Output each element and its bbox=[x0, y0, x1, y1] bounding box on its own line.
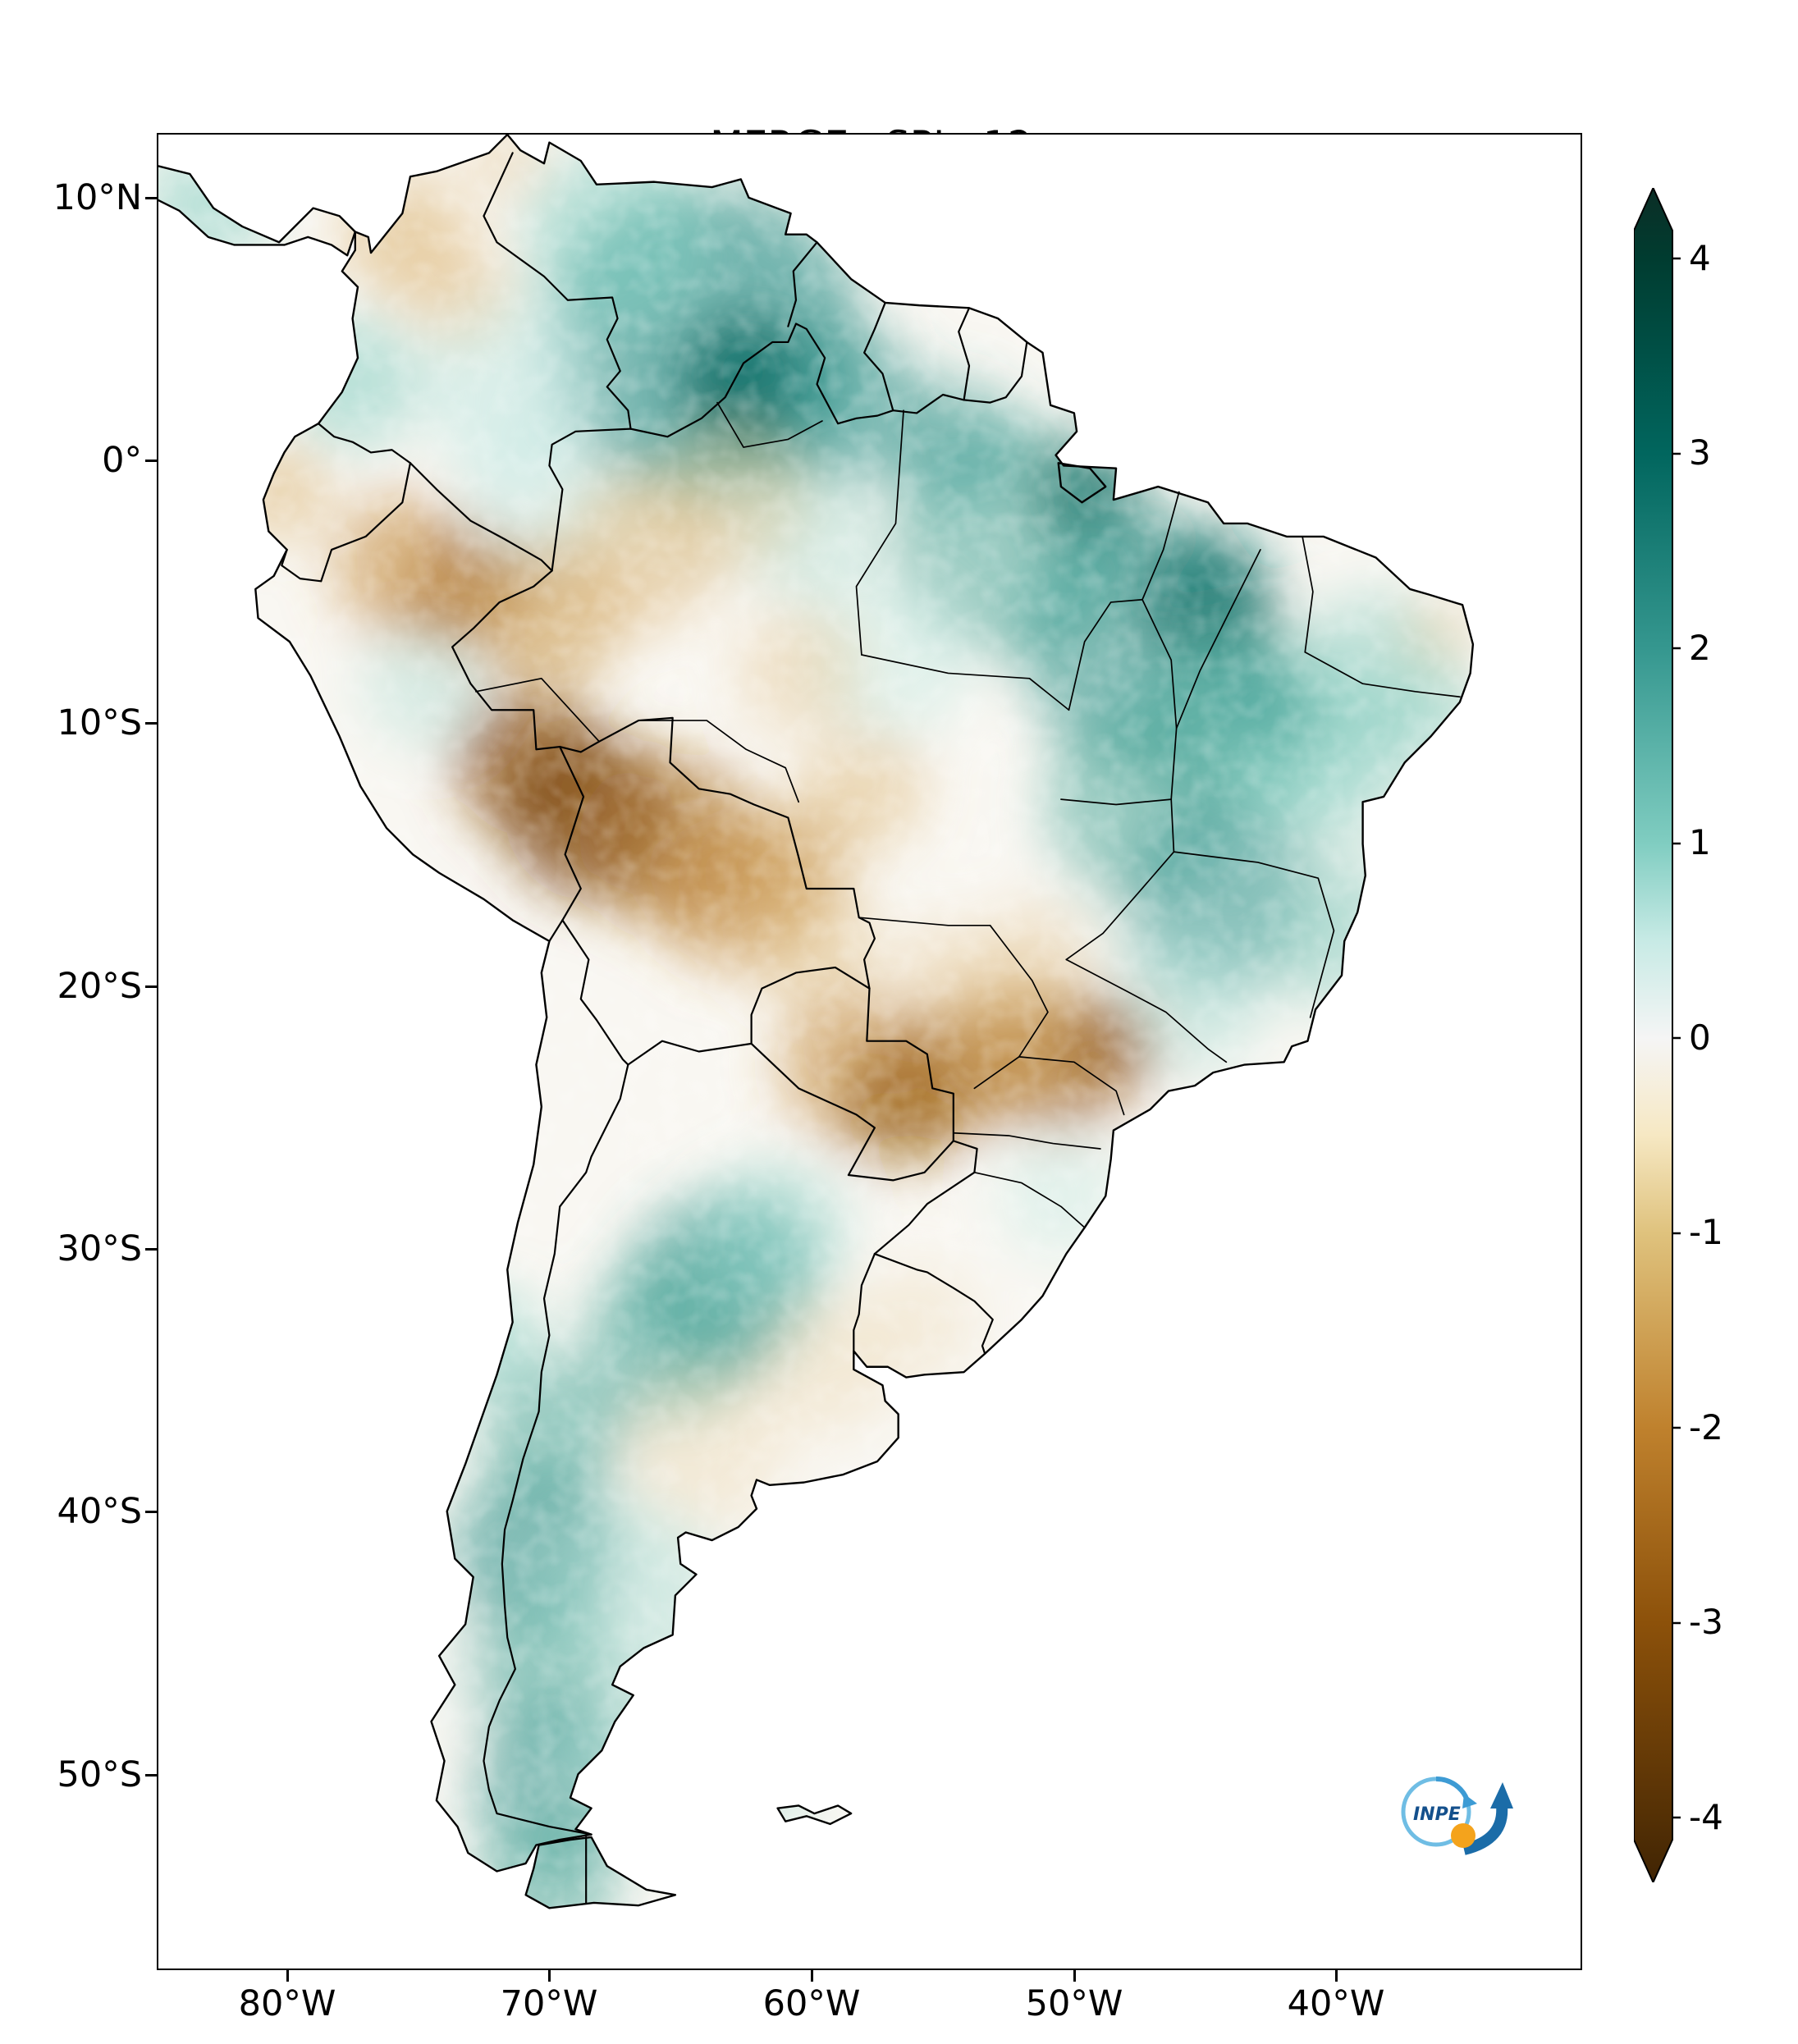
colorbar-tick-label: 0 bbox=[1689, 1017, 1711, 1058]
y-axis-tick-label: 30°S bbox=[57, 1228, 142, 1269]
colorbar-gradient bbox=[1634, 188, 1673, 1882]
south-america-map bbox=[158, 135, 1581, 1969]
inpe-logo-text: INPE bbox=[1413, 1804, 1461, 1825]
y-axis-tick bbox=[145, 722, 157, 725]
inpe-logo-arc bbox=[1435, 1776, 1470, 1802]
y-axis-tick bbox=[145, 985, 157, 988]
spi-raster bbox=[158, 135, 1473, 1909]
colorbar-tick-label: -3 bbox=[1689, 1602, 1723, 1642]
y-axis-tick-label: 40°S bbox=[57, 1491, 142, 1532]
y-axis-tick bbox=[145, 1248, 157, 1251]
y-axis-tick-label: 0° bbox=[102, 440, 142, 481]
y-axis-tick-label: 50°S bbox=[57, 1754, 142, 1795]
x-axis-tick bbox=[1073, 1970, 1076, 1982]
inpe-logo-arc-arrowhead bbox=[1462, 1794, 1477, 1809]
colorbar-tick-label: 2 bbox=[1689, 628, 1711, 668]
colorbar bbox=[1634, 188, 1681, 1882]
colorbar-tick-label: 1 bbox=[1689, 822, 1711, 862]
map-plot-area bbox=[157, 133, 1582, 1970]
x-axis-tick-label: 50°W bbox=[1025, 1983, 1123, 2024]
y-axis-tick bbox=[145, 460, 157, 462]
y-axis-tick bbox=[145, 1511, 157, 1513]
y-axis-tick bbox=[145, 197, 157, 199]
country-borders bbox=[281, 153, 1027, 1903]
x-axis-tick-label: 70°W bbox=[500, 1983, 598, 2024]
coastlines bbox=[158, 135, 1473, 1908]
inpe-logo-orange-dot bbox=[1451, 1823, 1475, 1848]
inpe-logo-swoosh bbox=[1462, 1804, 1508, 1855]
state-borders bbox=[476, 403, 1460, 1228]
colorbar-tick-label: 3 bbox=[1689, 432, 1711, 473]
y-axis-tick-label: 10°N bbox=[53, 177, 142, 218]
colorbar-tick-label: 4 bbox=[1689, 238, 1711, 278]
colorbar-tick-marks bbox=[1672, 257, 1681, 1819]
y-axis-tick-label: 20°S bbox=[57, 966, 142, 1007]
x-axis-tick bbox=[548, 1970, 551, 1982]
colorbar-tick-label: -1 bbox=[1689, 1212, 1723, 1252]
colorbar-tick-label: -2 bbox=[1689, 1407, 1723, 1447]
x-axis-tick bbox=[811, 1970, 813, 1982]
x-axis-tick bbox=[286, 1970, 289, 1982]
y-axis-tick bbox=[145, 1774, 157, 1776]
x-axis-tick-label: 40°W bbox=[1287, 1983, 1385, 2024]
x-axis-tick-label: 80°W bbox=[238, 1983, 336, 2024]
y-axis-tick-label: 10°S bbox=[57, 702, 142, 743]
colorbar-tick-label: -4 bbox=[1689, 1797, 1723, 1837]
inpe-logo-swoosh-arrowhead bbox=[1490, 1782, 1513, 1809]
inpe-logo: INPE bbox=[1401, 1776, 1513, 1855]
x-axis-tick bbox=[1335, 1970, 1338, 1982]
x-axis-tick-label: 60°W bbox=[762, 1983, 861, 2024]
